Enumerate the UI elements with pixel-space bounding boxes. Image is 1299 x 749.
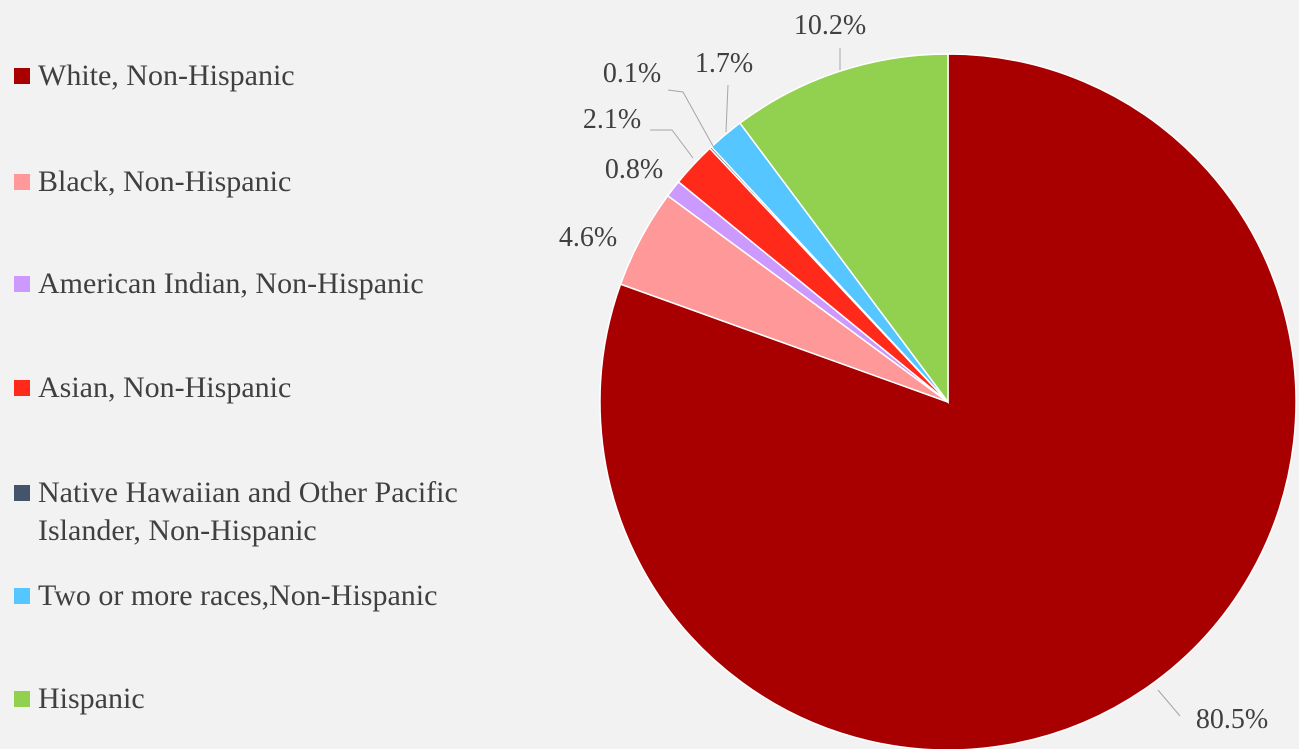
legend-item-asian: Asian, Non-Hispanic [14, 369, 538, 407]
pie-slice-white [599, 53, 1297, 749]
legend-label-black: Black, Non-Hispanic [38, 165, 292, 198]
data-label-hispanic: 10.2% [794, 10, 866, 41]
legend-swatch-american-indian [14, 276, 30, 292]
legend-item-black: Black, Non-Hispanic [14, 163, 538, 201]
chart-legend: White, Non-Hispanic Black, Non-Hispanic … [14, 0, 574, 749]
legend-label-native-hawaiian: Native Hawaiian and Other Pacific Island… [38, 476, 458, 547]
legend-item-white: White, Non-Hispanic [14, 57, 538, 95]
legend-label-hispanic: Hispanic [38, 682, 145, 715]
legend-item-native-hawaiian: Native Hawaiian and Other Pacific Island… [14, 474, 538, 550]
legend-label-white: White, Non-Hispanic [38, 59, 295, 92]
legend-label-american-indian: American Indian, Non-Hispanic [38, 267, 424, 300]
data-label-white: 80.5% [1196, 704, 1268, 735]
data-label-two-or-more: 1.7% [695, 48, 753, 79]
leader-line-two-or-more [725, 84, 729, 133]
legend-swatch-hispanic [14, 691, 30, 707]
legend-item-american-indian: American Indian, Non-Hispanic [14, 265, 538, 303]
legend-item-hispanic: Hispanic [14, 680, 538, 718]
legend-swatch-white [14, 68, 30, 84]
data-label-black: 4.6% [559, 222, 617, 253]
legend-item-two-or-more: Two or more races,Non-Hispanic [14, 577, 538, 615]
legend-swatch-asian [14, 380, 30, 396]
legend-swatch-two-or-more [14, 588, 30, 604]
legend-swatch-black [14, 174, 30, 190]
legend-swatch-native-hawaiian [14, 485, 30, 501]
data-label-native-hawaiian: 0.1% [603, 58, 661, 89]
leader-line-white [1157, 689, 1181, 717]
legend-label-two-or-more: Two or more races,Non-Hispanic [38, 579, 438, 612]
leader-line-asian [650, 129, 694, 159]
data-label-asian: 2.1% [583, 104, 641, 135]
legend-label-asian: Asian, Non-Hispanic [38, 371, 292, 404]
pie-slice-hispanic [738, 53, 949, 405]
leader-line-native-hawaiian [667, 89, 714, 147]
data-label-american-indian: 0.8% [605, 154, 663, 185]
